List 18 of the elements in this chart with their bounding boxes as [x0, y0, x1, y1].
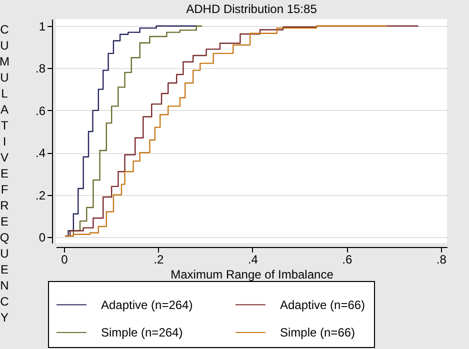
y-tick-label: .4: [35, 146, 46, 160]
y-tick-label: .2: [35, 188, 46, 202]
x-tick-label: .2: [154, 252, 164, 266]
y-tick-label: 0: [38, 230, 46, 245]
legend-label: Simple (n=66): [280, 326, 356, 340]
y-tick-label: 1: [38, 19, 46, 34]
x-axis-title: Maximum Range of Imbalance: [170, 268, 334, 282]
legend-label: Simple (n=264): [101, 326, 183, 340]
legend-label: Adaptive (n=66): [280, 298, 366, 312]
x-tick-label: 0: [61, 252, 68, 266]
chart-title: ADHD Distribution 15:85: [186, 2, 318, 16]
x-tick-label: .6: [342, 252, 352, 266]
x-tick-label: .8: [436, 252, 447, 266]
y-tick-label: .8: [35, 62, 46, 76]
x-tick-label: .4: [248, 252, 258, 266]
text: CUMULATIVE FREQUENCY: [0, 22, 10, 324]
legend-label: Adaptive (n=264): [101, 298, 193, 312]
y-tick-label: .6: [35, 104, 46, 118]
